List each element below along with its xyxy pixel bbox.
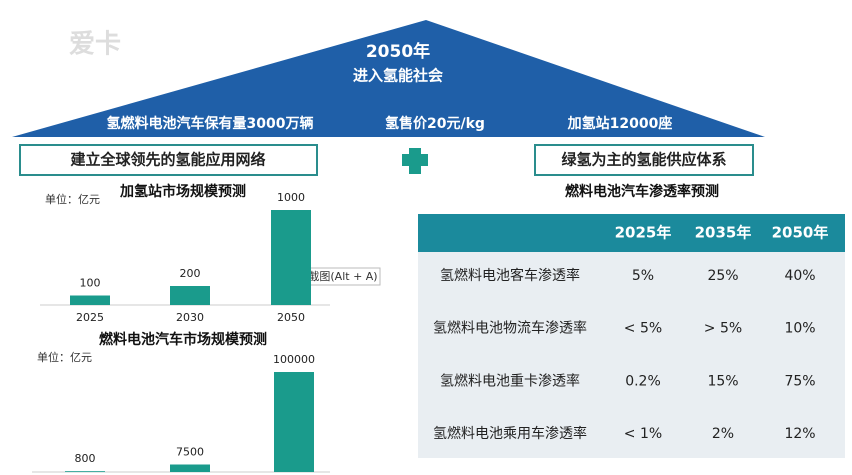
table-header-cell: 2035年 (695, 224, 752, 242)
value-label: 800 (75, 452, 96, 465)
table-title: 燃料电池汽车渗透率预测 (565, 183, 719, 200)
row-label: 氢燃料电池乘用车渗透率 (433, 425, 587, 442)
table-header-cell: 2050年 (772, 224, 829, 242)
plus-icon (402, 148, 428, 174)
bar (70, 295, 110, 305)
left-box-text: 建立全球领先的氢能应用网络 (70, 151, 265, 169)
chart-title: 燃料电池汽车市场规模预测 (99, 331, 267, 348)
watermark: 爱卡 (69, 30, 121, 60)
roof-title: 2050年 (366, 41, 430, 62)
table-cell: 10% (784, 321, 815, 337)
table-body (418, 252, 845, 458)
value-label: 100 (80, 277, 101, 290)
roof (12, 20, 765, 137)
table-cell: 0.2% (625, 373, 661, 389)
bar (170, 464, 210, 472)
bar (65, 471, 105, 472)
tooltip: 截图(Alt + A) (308, 269, 377, 283)
target: 加氢站12000座 (567, 115, 673, 132)
table-cell: > 5% (704, 321, 742, 337)
right-box-text: 绿氢为主的氢能供应体系 (561, 151, 726, 169)
row-label: 氢燃料电池重卡渗透率 (440, 372, 580, 389)
target: 氢燃料电池汽车保有量3000万辆 (107, 115, 314, 132)
table-cell: < 1% (624, 426, 662, 442)
bar (170, 286, 210, 305)
table-cell: < 5% (624, 321, 662, 337)
unit-label: 单位：亿元 (45, 192, 100, 206)
x-tick-label: 2025 (76, 311, 104, 324)
table-cell: 12% (784, 426, 815, 442)
roof-subtitle: 进入氢能社会 (353, 67, 443, 85)
right-box (534, 144, 754, 176)
table-cell: 25% (707, 268, 738, 284)
table-cell: 15% (707, 373, 738, 389)
value-label: 100000 (273, 353, 315, 366)
x-tick-label: 2050 (277, 311, 305, 324)
bar (274, 372, 314, 472)
table-cell: 5% (632, 268, 654, 284)
table-cell: 75% (784, 373, 815, 389)
row-label: 氢燃料电池物流车渗透率 (433, 320, 587, 337)
row-label: 氢燃料电池客车渗透率 (440, 267, 580, 284)
x-tick-label: 2030 (176, 311, 204, 324)
chart-title: 加氢站市场规模预测 (119, 183, 246, 200)
table-cell: 40% (784, 268, 815, 284)
table-header-cell: 2025年 (615, 224, 672, 242)
table-header (418, 214, 845, 252)
value-label: 200 (180, 267, 201, 280)
unit-label: 单位：亿元 (37, 350, 92, 364)
left-box (19, 144, 318, 176)
bar (271, 210, 311, 305)
table-cell: 2% (712, 426, 734, 442)
target: 氢售价20元/kg (385, 115, 485, 132)
value-label: 1000 (277, 191, 305, 204)
value-label: 7500 (176, 446, 204, 459)
